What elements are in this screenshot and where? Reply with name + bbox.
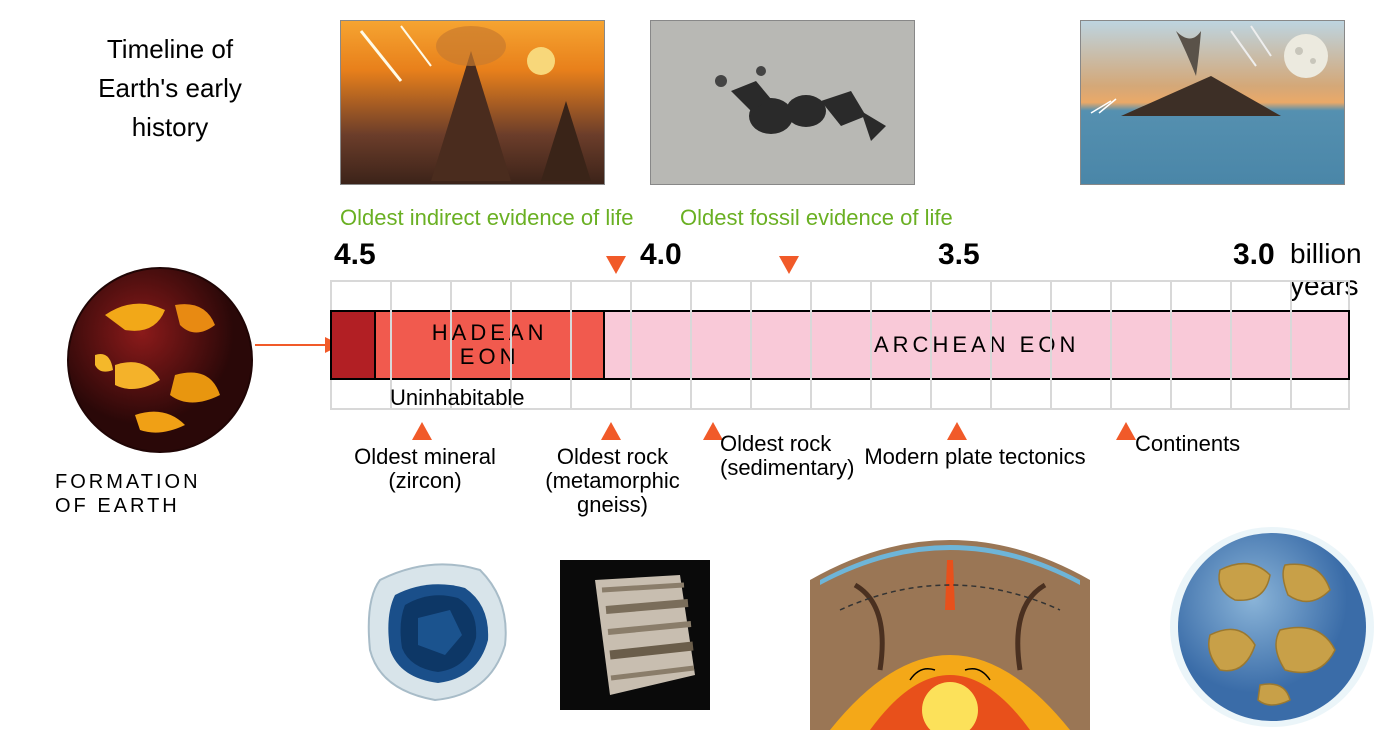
- marker-oldest-mineral: [412, 422, 432, 440]
- uninhabitable-label: Uninhabitable: [390, 385, 525, 411]
- grid-line: [690, 280, 692, 410]
- marker-fossil-life: [779, 256, 799, 274]
- formation-label: FORMATION OF EARTH: [55, 470, 201, 518]
- label-oldest-mineral: Oldest mineral(zircon): [345, 445, 505, 493]
- grid-line: [630, 280, 632, 410]
- grid-line: [1170, 280, 1172, 410]
- tick-3.0: 3.0: [1233, 238, 1275, 272]
- marker-plate-tectonics: [947, 422, 967, 440]
- label-plate-tectonics: Modern plate tectonics: [850, 445, 1100, 469]
- earth-formation-illustration: [65, 265, 255, 455]
- label-oldest-rock-meta: Oldest rock(metamorphicgneiss): [535, 445, 690, 518]
- grid-line: [1290, 280, 1292, 410]
- image-fossil: [650, 20, 915, 185]
- marker-indirect-life: [606, 256, 626, 274]
- arrow-formation-to-timeline: [255, 344, 327, 346]
- grid-line: [810, 280, 812, 410]
- label-continents: Continents: [1135, 432, 1240, 456]
- grid-line: [1230, 280, 1232, 410]
- tick-4.0: 4.0: [640, 238, 682, 272]
- grid-line: [1110, 280, 1112, 410]
- grid-line: [750, 280, 752, 410]
- tick-4.5: 4.5: [334, 238, 376, 272]
- image-gneiss: [560, 560, 710, 710]
- image-tectonics: [810, 530, 1090, 730]
- title: Timeline of Earth's early history: [70, 30, 270, 147]
- image-island: [1080, 20, 1345, 185]
- image-zircon: [350, 550, 520, 710]
- image-volcano: [340, 20, 605, 185]
- grid-line: [1050, 280, 1052, 410]
- image-continents-globe: [1170, 525, 1375, 730]
- eon-pre-hadean: [330, 310, 376, 380]
- marker-continents: [1116, 422, 1136, 440]
- title-line-1: Timeline of: [107, 34, 233, 64]
- label-indirect-life: Oldest indirect evidence of life: [340, 205, 634, 231]
- grid-line: [870, 280, 872, 410]
- title-line-2: Earth's early: [98, 73, 242, 103]
- eon-archean: ARCHEAN EON: [605, 310, 1350, 380]
- grid-line: [570, 280, 572, 410]
- label-fossil-life: Oldest fossil evidence of life: [680, 205, 953, 231]
- marker-oldest-rock-meta: [601, 422, 621, 440]
- tick-3.5: 3.5: [938, 238, 980, 272]
- title-line-3: history: [132, 112, 209, 142]
- grid-line: [930, 280, 932, 410]
- grid-line: [990, 280, 992, 410]
